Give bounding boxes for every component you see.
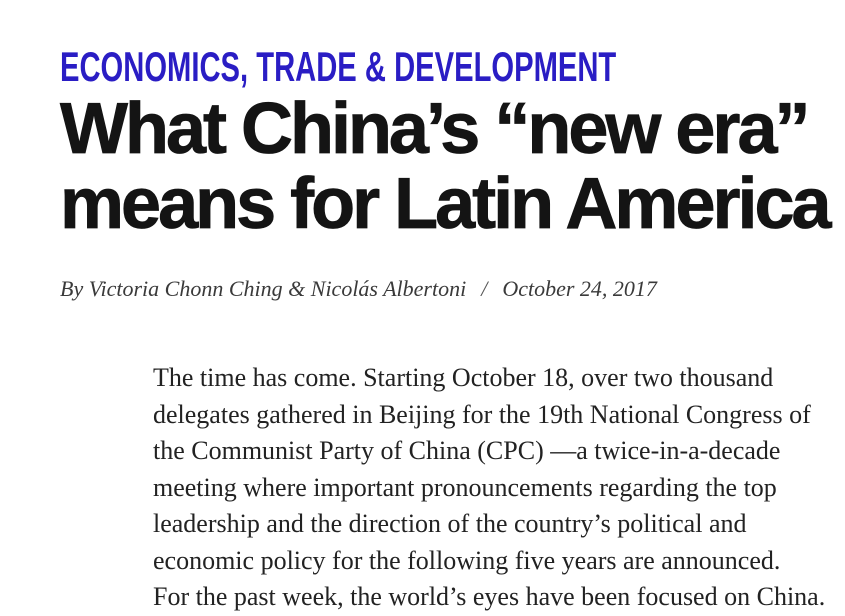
body-line: economic policy for the following five y… [153,545,781,575]
body-line: delegates gathered in Beijing for the 19… [153,399,811,429]
category-container: ECONOMICS, TRADE & DEVELOPMENT [60,46,660,90]
category-link[interactable]: ECONOMICS, TRADE & DEVELOPMENT [60,46,617,90]
body-line: the Communist Party of China (CPC) —a tw… [153,436,781,465]
byline: By Victoria Chonn Ching & Nicolás Albert… [60,276,657,302]
body-line: meeting where important pronouncements r… [153,472,777,502]
body-line: leadership and the direction of the coun… [153,509,747,538]
title-line: What China’s “new era” [60,89,811,169]
byline-prefix: By [60,276,84,301]
title-line: means for Latin America [60,164,832,244]
author-link-nicolas-albertoni[interactable]: Nicolás Albertoni [310,276,467,301]
byline-conjunction: & [288,276,306,301]
author-link-victoria-chonn-ching[interactable]: Victoria Chonn Ching [88,276,283,301]
body-line: For the past week, the world’s eyes have… [153,582,826,611]
article-body-paragraph: The time has come. Starting October 18, … [153,360,833,616]
article-title: What China’s “new era” means for Latin A… [60,89,832,244]
publish-date: October 24, 2017 [502,276,657,301]
byline-separator: / [481,276,488,301]
body-line: The time has come. Starting October 18, … [153,363,774,392]
